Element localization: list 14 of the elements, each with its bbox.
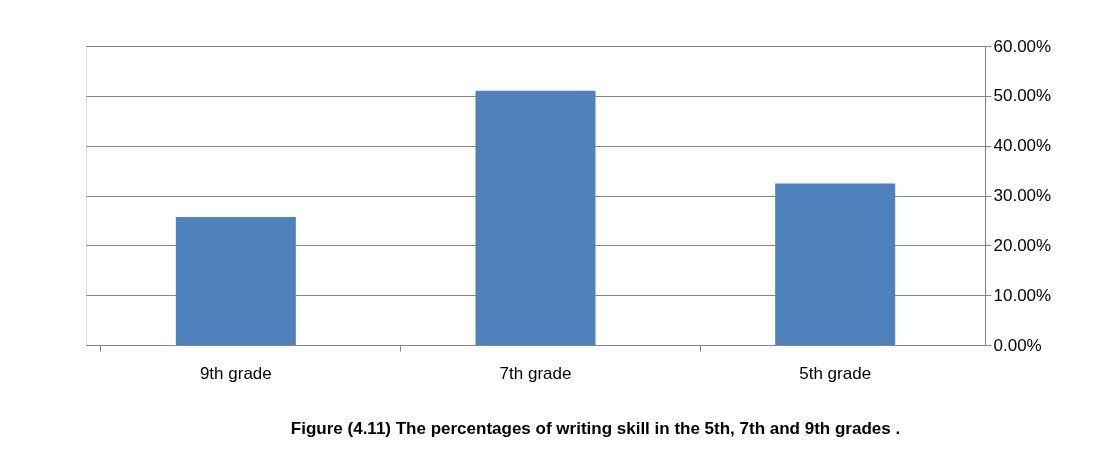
y-tick-label: 0.00%: [993, 335, 1042, 355]
bar: [775, 183, 896, 345]
text: Figure (4.11) The percentages of writing skill in the 5th, 7th and 9th grades .: [290, 419, 901, 438]
y-tick-label: 50.00%: [993, 86, 1052, 106]
x-tick-label: 7th grade: [499, 363, 572, 383]
y-tick-label: 40.00%: [993, 136, 1052, 156]
x-tick-label: 5th grade: [799, 363, 872, 383]
y-tick-label: 60.00%: [993, 36, 1052, 56]
y-tick-label: 30.00%: [993, 186, 1052, 205]
y-tick-label: 20.00%: [993, 235, 1052, 255]
bar: [475, 90, 596, 345]
x-tick-label: 9th grade: [199, 363, 272, 383]
y-tick-label: 10.00%: [993, 285, 1052, 305]
bar: [175, 216, 296, 345]
